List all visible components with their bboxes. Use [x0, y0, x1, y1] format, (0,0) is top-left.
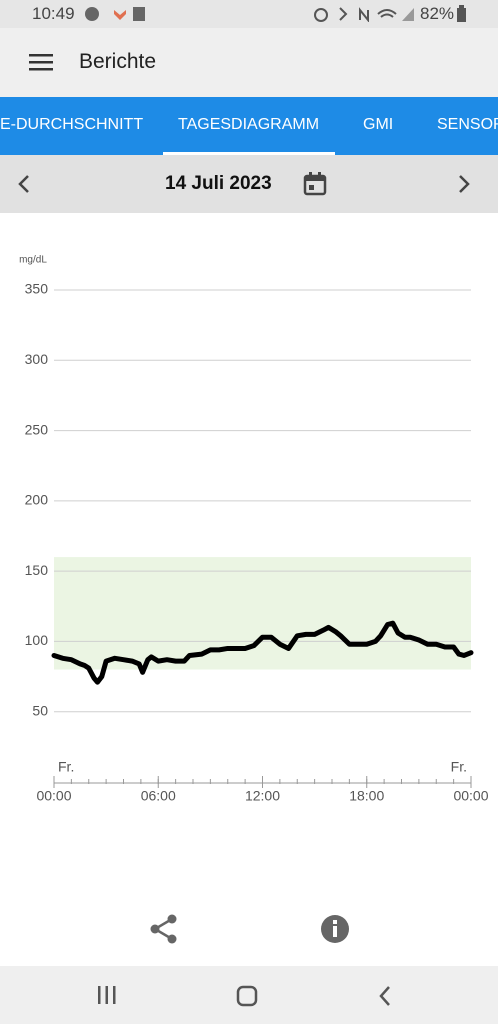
status-icons	[85, 7, 145, 21]
y-tick-label: 100	[25, 632, 49, 648]
app-title: Berichte	[79, 50, 157, 73]
recent-apps-button[interactable]	[97, 986, 117, 1004]
y-tick-label: 150	[25, 562, 49, 578]
home-button[interactable]	[236, 985, 258, 1007]
tab[interactable]: GMI	[363, 116, 394, 133]
system-icons	[314, 7, 414, 22]
date-label: 14 Juli 2023	[165, 173, 272, 194]
battery-icon	[457, 5, 466, 22]
previous-day[interactable]	[16, 174, 32, 194]
target-range	[54, 557, 471, 670]
status-bar: 10:49 82%	[0, 0, 498, 28]
next-day[interactable]	[456, 174, 472, 194]
tab-bar: E-DURCHSCHNITT TAGESDIAGRAMM GMI SENSOR	[0, 97, 498, 155]
x-tick-label: 00:00	[453, 788, 488, 804]
tab[interactable]: TAGESDIAGRAMM	[178, 116, 320, 133]
day-label: Fr.	[58, 759, 74, 775]
y-tick-label: 200	[25, 492, 49, 508]
back-button[interactable]	[378, 985, 392, 1007]
y-tick-label: 50	[32, 702, 48, 718]
glucose-line	[51, 620, 474, 685]
chart: mg/dL 50 100 150 200 250 300 350 00:00 06:00 12:0…	[19, 255, 489, 804]
menu-button[interactable]	[29, 53, 53, 71]
clock: 10:49	[32, 4, 75, 23]
tab[interactable]: E-DURCHSCHNITT	[0, 116, 144, 133]
x-tick-label: 18:00	[349, 788, 384, 804]
battery-percent: 82%	[420, 4, 455, 23]
y-tick-label: 350	[25, 281, 49, 297]
day-label: Fr.	[451, 759, 467, 775]
app-bar: Berichte	[0, 28, 498, 97]
navigation-bar	[0, 966, 498, 1024]
y-axis-label: mg/dL	[19, 255, 47, 266]
y-tick-label: 250	[25, 421, 49, 437]
tab[interactable]: SENSOR	[437, 116, 498, 133]
x-tick-label: 00:00	[36, 788, 71, 804]
share-button[interactable]	[150, 914, 178, 944]
date-bar: 14 Juli 2023	[0, 155, 498, 213]
tab-indicator	[163, 152, 335, 155]
x-tick-label: 06:00	[141, 788, 176, 804]
calendar-button[interactable]	[303, 172, 327, 196]
x-tick-label: 12:00	[245, 788, 280, 804]
info-button[interactable]	[320, 914, 350, 944]
y-tick-label: 300	[25, 351, 49, 367]
